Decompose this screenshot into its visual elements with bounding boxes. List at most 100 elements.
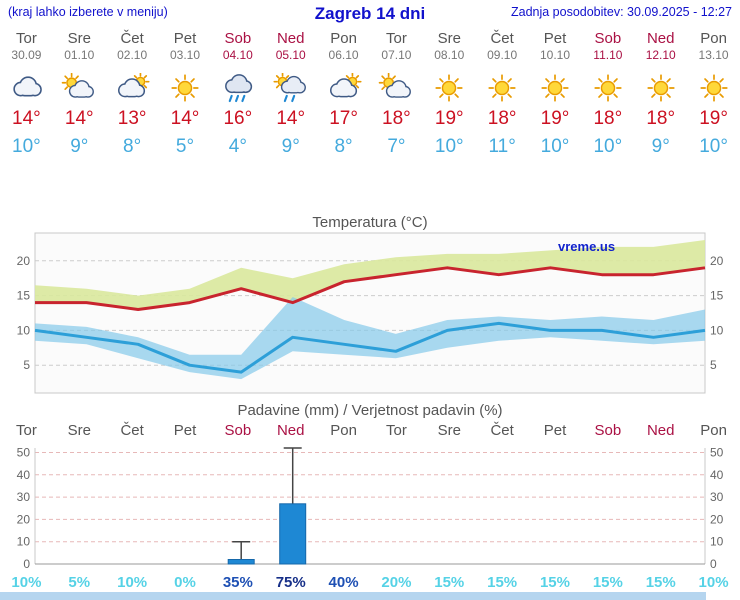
day-name: Pet <box>543 30 567 47</box>
precip-day-label: Tor <box>386 422 407 439</box>
svg-text:40: 40 <box>17 468 31 482</box>
max-temperature: 19° <box>540 108 570 129</box>
max-temperature: 16° <box>223 108 253 129</box>
precipitation-day-labels: Tor Sre Čet Pet Sob Ned Pon Tor Sre Čet Pet Sob Ned P… <box>0 422 740 444</box>
precip-probability: 5% <box>68 573 91 591</box>
day-date: 02.10 <box>117 48 148 62</box>
day-column[interactable]: Sob 11.10 18° 10° <box>581 26 634 172</box>
precip-probability: 15% <box>592 573 623 591</box>
weather-icon-mostly-cloudy <box>317 71 370 105</box>
min-temperature: 9° <box>70 136 89 157</box>
day-date: 09.10 <box>487 48 518 62</box>
precip-day-label: Sre <box>437 422 461 439</box>
day-date: 04.10 <box>222 48 253 62</box>
day-name: Pon <box>700 30 727 47</box>
svg-text:5: 5 <box>710 358 717 372</box>
svg-text:5: 5 <box>23 358 30 372</box>
day-column[interactable]: Sre 01.10 14° 9° <box>53 26 106 172</box>
weather-icon-sunny <box>159 71 212 105</box>
precip-probability: 0% <box>174 573 196 591</box>
temperature-chart-title: Temperatura (°C) <box>312 214 428 231</box>
day-date: 07.10 <box>381 48 412 62</box>
last-update: Zadnja posodobitev: 30.09.2025 - 12:27 <box>510 5 732 19</box>
svg-text:20: 20 <box>710 254 724 268</box>
precipitation-chart-canvas: 0 0 10 10 20 20 30 30 40 40 50 50 <box>0 444 740 572</box>
weather-icon-partly-cloudy <box>370 71 423 105</box>
weather-icon-cloudy <box>0 71 53 105</box>
day-date: 10.10 <box>539 48 570 62</box>
precip-day-label: Pon <box>330 422 357 439</box>
day-name: Ned <box>646 30 675 47</box>
day-date: 12.10 <box>645 48 676 62</box>
precip-probability: 20% <box>381 573 412 591</box>
day-column[interactable]: Čet 02.10 13° 8° <box>106 26 159 172</box>
precip-day-label: Ned <box>276 422 305 439</box>
day-date: 13.10 <box>698 48 729 62</box>
day-column[interactable]: Sob 04.10 16° 4° <box>211 26 264 172</box>
precip-probability: 15% <box>645 573 676 591</box>
svg-text:30: 30 <box>710 490 724 504</box>
min-temperature: 9° <box>651 136 670 157</box>
min-temperature: 10° <box>540 136 570 157</box>
weather-icon-sunny <box>529 71 582 105</box>
day-date: 08.10 <box>434 48 465 62</box>
precip-day-label: Pet <box>173 422 197 439</box>
day-column[interactable]: Pet 10.10 19° 10° <box>529 26 582 172</box>
precipitation-chart: 0 0 10 10 20 20 30 30 40 40 50 50 <box>0 444 740 572</box>
svg-text:20: 20 <box>17 512 31 526</box>
svg-text:40: 40 <box>710 468 724 482</box>
min-temperature: 11° <box>488 136 516 157</box>
precip-day-label: Pet <box>543 422 567 439</box>
day-date: 05.10 <box>275 48 306 62</box>
day-name: Sob <box>224 30 252 47</box>
temperature-chart: 5 5 10 10 15 15 20 20 vreme.us <box>0 232 740 394</box>
day-column[interactable]: Sre 08.10 19° 10° <box>423 26 476 172</box>
svg-text:0: 0 <box>23 557 30 571</box>
day-column[interactable]: Pon 13.10 19° 10° <box>687 26 740 172</box>
max-temperature: 18° <box>593 108 623 129</box>
precip-day-label: Pon <box>700 422 727 439</box>
weather-icon-sunny <box>423 71 476 105</box>
day-column[interactable]: Tor 07.10 18° 7° <box>370 26 423 172</box>
header: (kraj lahko izberete v meniju) Zagreb 14… <box>0 0 740 26</box>
min-temperature: 8° <box>123 136 142 157</box>
day-name: Sre <box>67 30 91 47</box>
day-date: 11.10 <box>593 48 623 62</box>
min-temperature: 5° <box>175 136 195 157</box>
precip-day-label: Čet <box>120 422 144 439</box>
precip-probability: 10% <box>698 573 729 591</box>
precip-day-label: Sob <box>594 422 622 439</box>
precip-probability: 75% <box>275 573 306 591</box>
weather-icon-rain <box>211 71 264 105</box>
max-temperature: 14° <box>276 108 306 129</box>
svg-text:15: 15 <box>17 289 31 303</box>
day-column[interactable]: Pet 03.10 14° 5° <box>159 26 212 172</box>
precip-probability: 15% <box>539 573 570 591</box>
vreme-us-watermark[interactable]: vreme.us <box>558 239 616 254</box>
day-column[interactable]: Pon 06.10 17° 8° <box>317 26 370 172</box>
day-date: 01.10 <box>64 48 95 62</box>
min-temperature: 7° <box>387 136 406 157</box>
svg-text:0: 0 <box>710 557 717 571</box>
svg-text:15: 15 <box>710 289 724 303</box>
max-temperature: 18° <box>382 108 411 129</box>
svg-text:10: 10 <box>710 535 724 549</box>
weather-icon-sunny <box>581 71 634 105</box>
svg-text:20: 20 <box>710 512 724 526</box>
day-date: 06.10 <box>328 48 359 62</box>
svg-text:10: 10 <box>17 323 31 337</box>
min-temperature: 10° <box>593 136 623 157</box>
svg-text:30: 30 <box>17 490 31 504</box>
min-temperature: 9° <box>281 136 300 157</box>
day-column[interactable]: Ned 05.10 14° 9° <box>264 26 317 172</box>
svg-text:20: 20 <box>17 254 31 268</box>
day-column[interactable]: Ned 12.10 18° 9° <box>634 26 687 172</box>
max-temperature: 14° <box>12 108 41 129</box>
day-column[interactable]: Čet 09.10 18° 11° <box>476 26 529 172</box>
forecast-days-row: Tor 30.09 14° 10° Sre 01.10 14° 9° Čet 02.10 13° 8°… <box>0 26 740 172</box>
day-column[interactable]: Tor 30.09 14° 10° <box>0 26 53 172</box>
weather-icon-sunny <box>687 71 740 105</box>
precip-probability: 40% <box>328 573 359 591</box>
day-name: Sre <box>437 30 461 47</box>
max-temperature: 18° <box>487 108 517 129</box>
